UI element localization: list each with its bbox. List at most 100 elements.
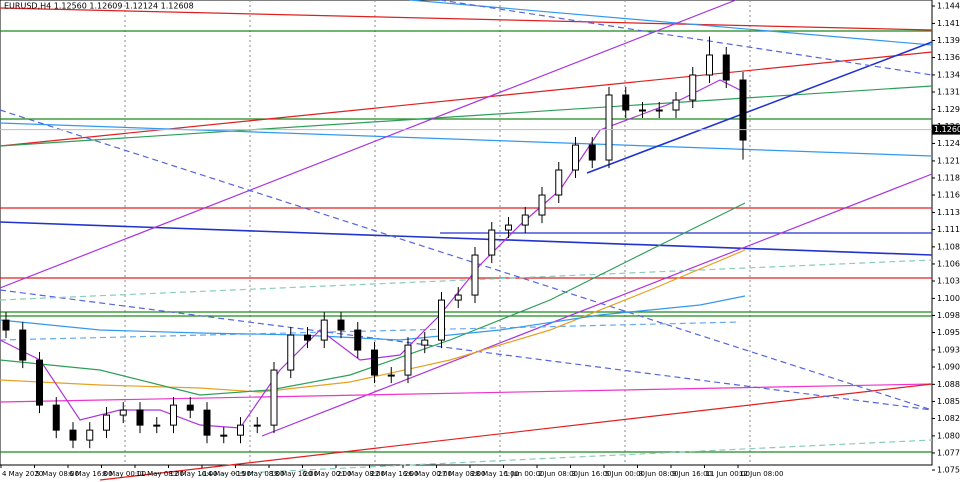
- y-tick-label: 1.11885: [937, 173, 960, 182]
- candle-body: [689, 74, 697, 101]
- x-tick-label: 8 Jun 08:00: [639, 470, 679, 478]
- candle-body: [672, 99, 680, 111]
- candle-body: [387, 374, 395, 377]
- candle-body: [404, 344, 412, 376]
- candle-body: [354, 329, 362, 351]
- candle-body: [538, 194, 546, 216]
- current-price-label: 1.12608: [934, 125, 960, 134]
- y-tick-label: 1.13425: [937, 70, 960, 79]
- y-tick-label: 1.08030: [937, 431, 960, 440]
- y-tick-label: 1.11115: [937, 225, 960, 234]
- y-tick-label: 1.13685: [937, 53, 960, 62]
- x-tick-label: 14 May 00:00: [203, 470, 251, 478]
- current-price-box: [932, 124, 960, 135]
- candle-body: [69, 429, 77, 441]
- y-tick-label: 1.10855: [937, 242, 960, 251]
- candle-body: [203, 409, 211, 436]
- y-tick-label: 1.14195: [937, 19, 960, 28]
- y-tick-label: 1.11630: [937, 191, 960, 200]
- x-tick-label: 2 Jun 08:00: [538, 470, 578, 478]
- candle-body: [521, 214, 529, 226]
- x-tick-label: 5 May 08:00: [36, 470, 80, 478]
- y-tick-label: 1.08545: [937, 397, 960, 406]
- candle-body: [739, 79, 747, 141]
- x-tick-label: 5 Jun 00:00: [605, 470, 645, 478]
- y-tick-label: 1.10345: [937, 277, 960, 286]
- candle-body: [320, 319, 328, 341]
- x-tick-label: 11 May 08:00: [136, 470, 184, 478]
- candle-body: [19, 329, 27, 361]
- x-tick-label: 20 May 00:00: [304, 470, 352, 478]
- candle-body: [270, 369, 278, 426]
- candle-body: [639, 109, 646, 112]
- candle-body: [220, 434, 228, 437]
- y-tick-label: 1.10085: [937, 294, 960, 303]
- y-tick-label: 1.14455: [937, 2, 960, 11]
- candle-body: [86, 429, 94, 441]
- y-tick-label: 1.12140: [937, 156, 960, 165]
- x-tick-label: 28 May 16:00: [471, 470, 519, 478]
- candle-body: [421, 339, 429, 346]
- candle-body: [438, 299, 445, 341]
- candle-body: [287, 334, 295, 371]
- candle-body: [588, 144, 596, 161]
- candle-body: [337, 319, 345, 331]
- y-tick-label: 1.07775: [937, 448, 960, 457]
- y-tick-label: 1.08290: [937, 414, 960, 423]
- y-tick-label: 1.13940: [937, 36, 960, 45]
- candle-body: [36, 359, 43, 406]
- candle-body: [170, 404, 177, 426]
- drawn-lines: [0, 0, 933, 481]
- candle-body: [706, 54, 713, 76]
- candle-body: [371, 349, 378, 376]
- candle-body: [605, 94, 613, 161]
- candle-body: [505, 224, 512, 231]
- y-tick-label: 1.09315: [937, 345, 960, 354]
- x-tick-label: 11 Jun 00:00: [706, 470, 750, 478]
- candle-body: [555, 169, 563, 196]
- candle-body: [622, 94, 630, 111]
- x-tick-label: 27 May 08:00: [438, 470, 486, 478]
- candle-body: [488, 229, 496, 256]
- x-tick-label: 9 Jun 16:00: [672, 470, 712, 478]
- y-tick-label: 1.13170: [937, 87, 960, 96]
- y-tick-label: 1.09060: [937, 362, 960, 371]
- x-tick-label: 6 May 16:00: [69, 470, 113, 478]
- chart-title: EURUSD,H4 1.12560 1.12609 1.12124 1.1260…: [4, 2, 194, 11]
- candle-body: [237, 424, 244, 436]
- x-tick-label: 21 May 08:00: [337, 470, 385, 478]
- candle-body: [722, 54, 730, 81]
- candle-body: [304, 334, 311, 341]
- x-tick-label: 8 May 00:00: [103, 470, 147, 478]
- x-tick-label: 12 Jun 08:00: [739, 470, 783, 478]
- x-tick-label: 12 May 16:00: [170, 470, 218, 478]
- x-tick-label: 26 May 00:00: [404, 470, 452, 478]
- x-tick-label: 15 May 08:00: [237, 470, 285, 478]
- candle-body: [52, 404, 60, 431]
- candle-body: [186, 404, 194, 411]
- candle-body: [153, 424, 161, 427]
- y-tick-label: 1.08800: [937, 380, 960, 389]
- y-tick-label: 1.09575: [937, 328, 960, 337]
- candle-body: [253, 424, 261, 427]
- x-tick-label: 22 May 16:00: [371, 470, 419, 478]
- y-tick-label: 1.12400: [937, 139, 960, 148]
- candle-body: [471, 254, 479, 296]
- candle-body: [136, 409, 144, 426]
- y-tick-label: 1.09830: [937, 311, 960, 320]
- y-tick-label: 1.12910: [937, 105, 960, 114]
- candle-body: [2, 319, 10, 331]
- candle-body: [655, 109, 663, 112]
- candle-body: [103, 414, 110, 431]
- candle-body: [572, 144, 579, 171]
- x-tick-label: 18 May 16:00: [270, 470, 318, 478]
- candle-body: [454, 294, 462, 301]
- y-tick-label: 1.10600: [937, 259, 960, 268]
- y-tick-label: 1.11370: [937, 208, 960, 217]
- x-tick-label: 1 Jun 00:00: [505, 470, 545, 478]
- candle-body: [119, 409, 127, 416]
- x-tick-label: 4 May 2020: [2, 470, 43, 478]
- x-tick-label: 3 Jun 16:00: [572, 470, 612, 478]
- y-tick-label: 1.07520: [937, 466, 960, 475]
